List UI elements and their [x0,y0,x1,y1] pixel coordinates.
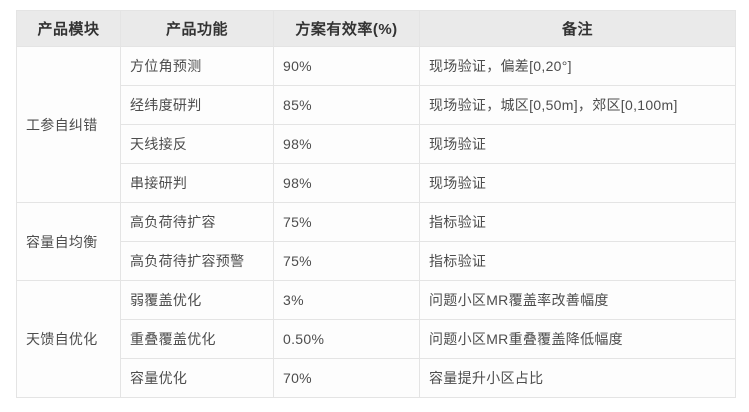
note-cell: 指标验证 [419,241,736,281]
rate-cell: 90% [273,46,420,86]
function-cell: 串接研判 [120,163,274,203]
table-row: 串接研判 98% 现场验证 [17,163,736,203]
function-cell: 高负荷待扩容预警 [120,241,274,281]
rate-cell: 0.50% [273,319,420,359]
module-cell: 工参自纠错 [16,46,121,203]
table-row: 天线接反 98% 现场验证 [17,124,736,164]
function-cell: 弱覆盖优化 [120,280,274,320]
column-header-note: 备注 [419,10,736,47]
product-effectiveness-table: 产品模块 产品功能 方案有效率(%) 备注 工参自纠错 方位角预测 90% 现场… [16,10,736,398]
table-header: 产品模块 产品功能 方案有效率(%) 备注 [16,10,736,47]
product-effectiveness-table-container: 产品模块 产品功能 方案有效率(%) 备注 工参自纠错 方位角预测 90% 现场… [16,10,736,398]
table-row: 高负荷待扩容预警 75% 指标验证 [17,241,736,281]
function-cell: 容量优化 [120,358,274,398]
column-header-rate: 方案有效率(%) [273,10,420,47]
function-cell: 高负荷待扩容 [120,202,274,242]
function-cell: 天线接反 [120,124,274,164]
table-row: 重叠覆盖优化 0.50% 问题小区MR重叠覆盖降低幅度 [17,319,736,359]
rate-cell: 75% [273,202,420,242]
function-cell: 方位角预测 [120,46,274,86]
header-row: 产品模块 产品功能 方案有效率(%) 备注 [16,10,736,47]
table-row: 工参自纠错 方位角预测 90% 现场验证，偏差[0,20°] [16,46,736,203]
rate-cell: 70% [273,358,420,398]
note-cell: 现场验证，城区[0,50m]，郊区[0,100m] [419,85,736,125]
table-body: 工参自纠错 方位角预测 90% 现场验证，偏差[0,20°] 经纬度研判 85%… [16,46,736,398]
note-cell: 容量提升小区占比 [419,358,736,398]
note-cell: 问题小区MR重叠覆盖降低幅度 [419,319,736,359]
rate-cell: 85% [273,85,420,125]
table-row: 经纬度研判 85% 现场验证，城区[0,50m]，郊区[0,100m] [17,85,736,125]
rate-cell: 98% [273,163,420,203]
column-header-function: 产品功能 [120,10,274,47]
module-cell: 天馈自优化 [16,280,121,398]
note-cell: 问题小区MR覆盖率改善幅度 [419,280,736,320]
rate-cell: 3% [273,280,420,320]
table-row: 容量自均衡 高负荷待扩容 75% 指标验证 [16,202,736,281]
function-cell: 重叠覆盖优化 [120,319,274,359]
note-cell: 指标验证 [419,202,736,242]
function-cell: 经纬度研判 [120,85,274,125]
module-cell: 容量自均衡 [16,202,121,281]
table-row: 容量优化 70% 容量提升小区占比 [17,358,736,398]
note-cell: 现场验证 [419,163,736,203]
note-cell: 现场验证，偏差[0,20°] [419,46,736,86]
table-row: 天馈自优化 弱覆盖优化 3% 问题小区MR覆盖率改善幅度 [16,280,736,398]
column-header-module: 产品模块 [16,10,121,47]
note-cell: 现场验证 [419,124,736,164]
rate-cell: 75% [273,241,420,281]
rate-cell: 98% [273,124,420,164]
